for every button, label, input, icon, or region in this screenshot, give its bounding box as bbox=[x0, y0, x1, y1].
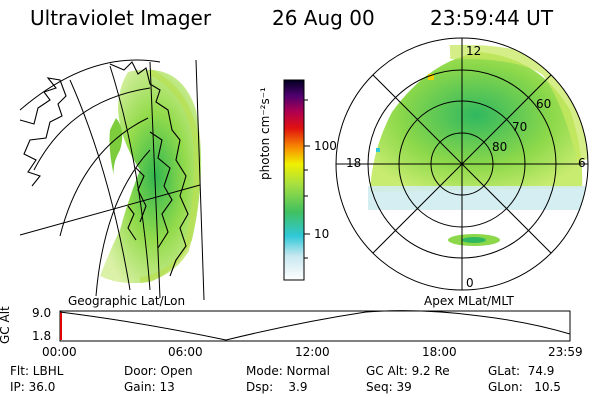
mlat-label-60: 60 bbox=[536, 97, 552, 111]
mlt-label-18: 18 bbox=[346, 156, 362, 170]
altitude-xtick-0600: 06:00 bbox=[168, 345, 203, 359]
info-mode: Mode: Normal bbox=[246, 364, 330, 378]
colorbar-tick-10: 10 bbox=[314, 227, 330, 241]
colorbar-ticks bbox=[304, 99, 310, 259]
altitude-plot bbox=[59, 310, 571, 342]
info-ip: IP: 36.0 bbox=[10, 380, 56, 394]
date-label: 26 Aug 00 bbox=[272, 6, 375, 30]
info-gc-alt: GC Alt: 9.2 Re bbox=[366, 364, 450, 378]
mlt-label-12: 12 bbox=[466, 44, 482, 58]
altitude-xtick-0000: 00:00 bbox=[42, 345, 77, 359]
mlt-label-0: 0 bbox=[466, 276, 474, 290]
colorbar bbox=[283, 79, 305, 281]
info-dsp: Dsp: 3.9 bbox=[246, 380, 308, 394]
polar-image bbox=[335, 37, 589, 291]
info-door: Door: Open bbox=[124, 364, 193, 378]
altitude-xtick-2359: 23:59 bbox=[548, 345, 583, 359]
colorbar-unit-label: photon cm⁻²s⁻¹ bbox=[258, 87, 272, 180]
info-seq: Seq: 39 bbox=[366, 380, 412, 394]
altitude-ytick-top: 9.0 bbox=[32, 306, 52, 320]
altitude-ytick-bottom: 1.8 bbox=[32, 329, 52, 343]
info-gain: Gain: 13 bbox=[124, 380, 175, 394]
polar-grid bbox=[335, 37, 589, 291]
altitude-ylabel: GC Alt bbox=[0, 306, 12, 344]
altitude-xtick-1200: 12:00 bbox=[295, 345, 330, 359]
colorbar-tick-100: 100 bbox=[314, 139, 337, 153]
mlat-label-80: 80 bbox=[492, 140, 508, 154]
info-glon: GLon: 10.5 bbox=[488, 380, 561, 394]
instrument-title: Ultraviolet Imager bbox=[30, 6, 212, 30]
info-glat: GLat: 74.9 bbox=[488, 364, 555, 378]
mlt-label-6: 6 bbox=[578, 156, 586, 170]
altitude-xtick-1800: 18:00 bbox=[422, 345, 457, 359]
time-label: 23:59:44 UT bbox=[430, 6, 554, 30]
info-filter: Flt: LBHL bbox=[10, 364, 64, 378]
mlat-label-70: 70 bbox=[512, 120, 528, 134]
geographic-image bbox=[19, 59, 205, 301]
altitude-trace bbox=[59, 310, 571, 341]
polar-panel-caption: Apex MLat/MLT bbox=[424, 294, 514, 308]
geo-panel-caption: Geographic Lat/Lon bbox=[68, 294, 186, 308]
